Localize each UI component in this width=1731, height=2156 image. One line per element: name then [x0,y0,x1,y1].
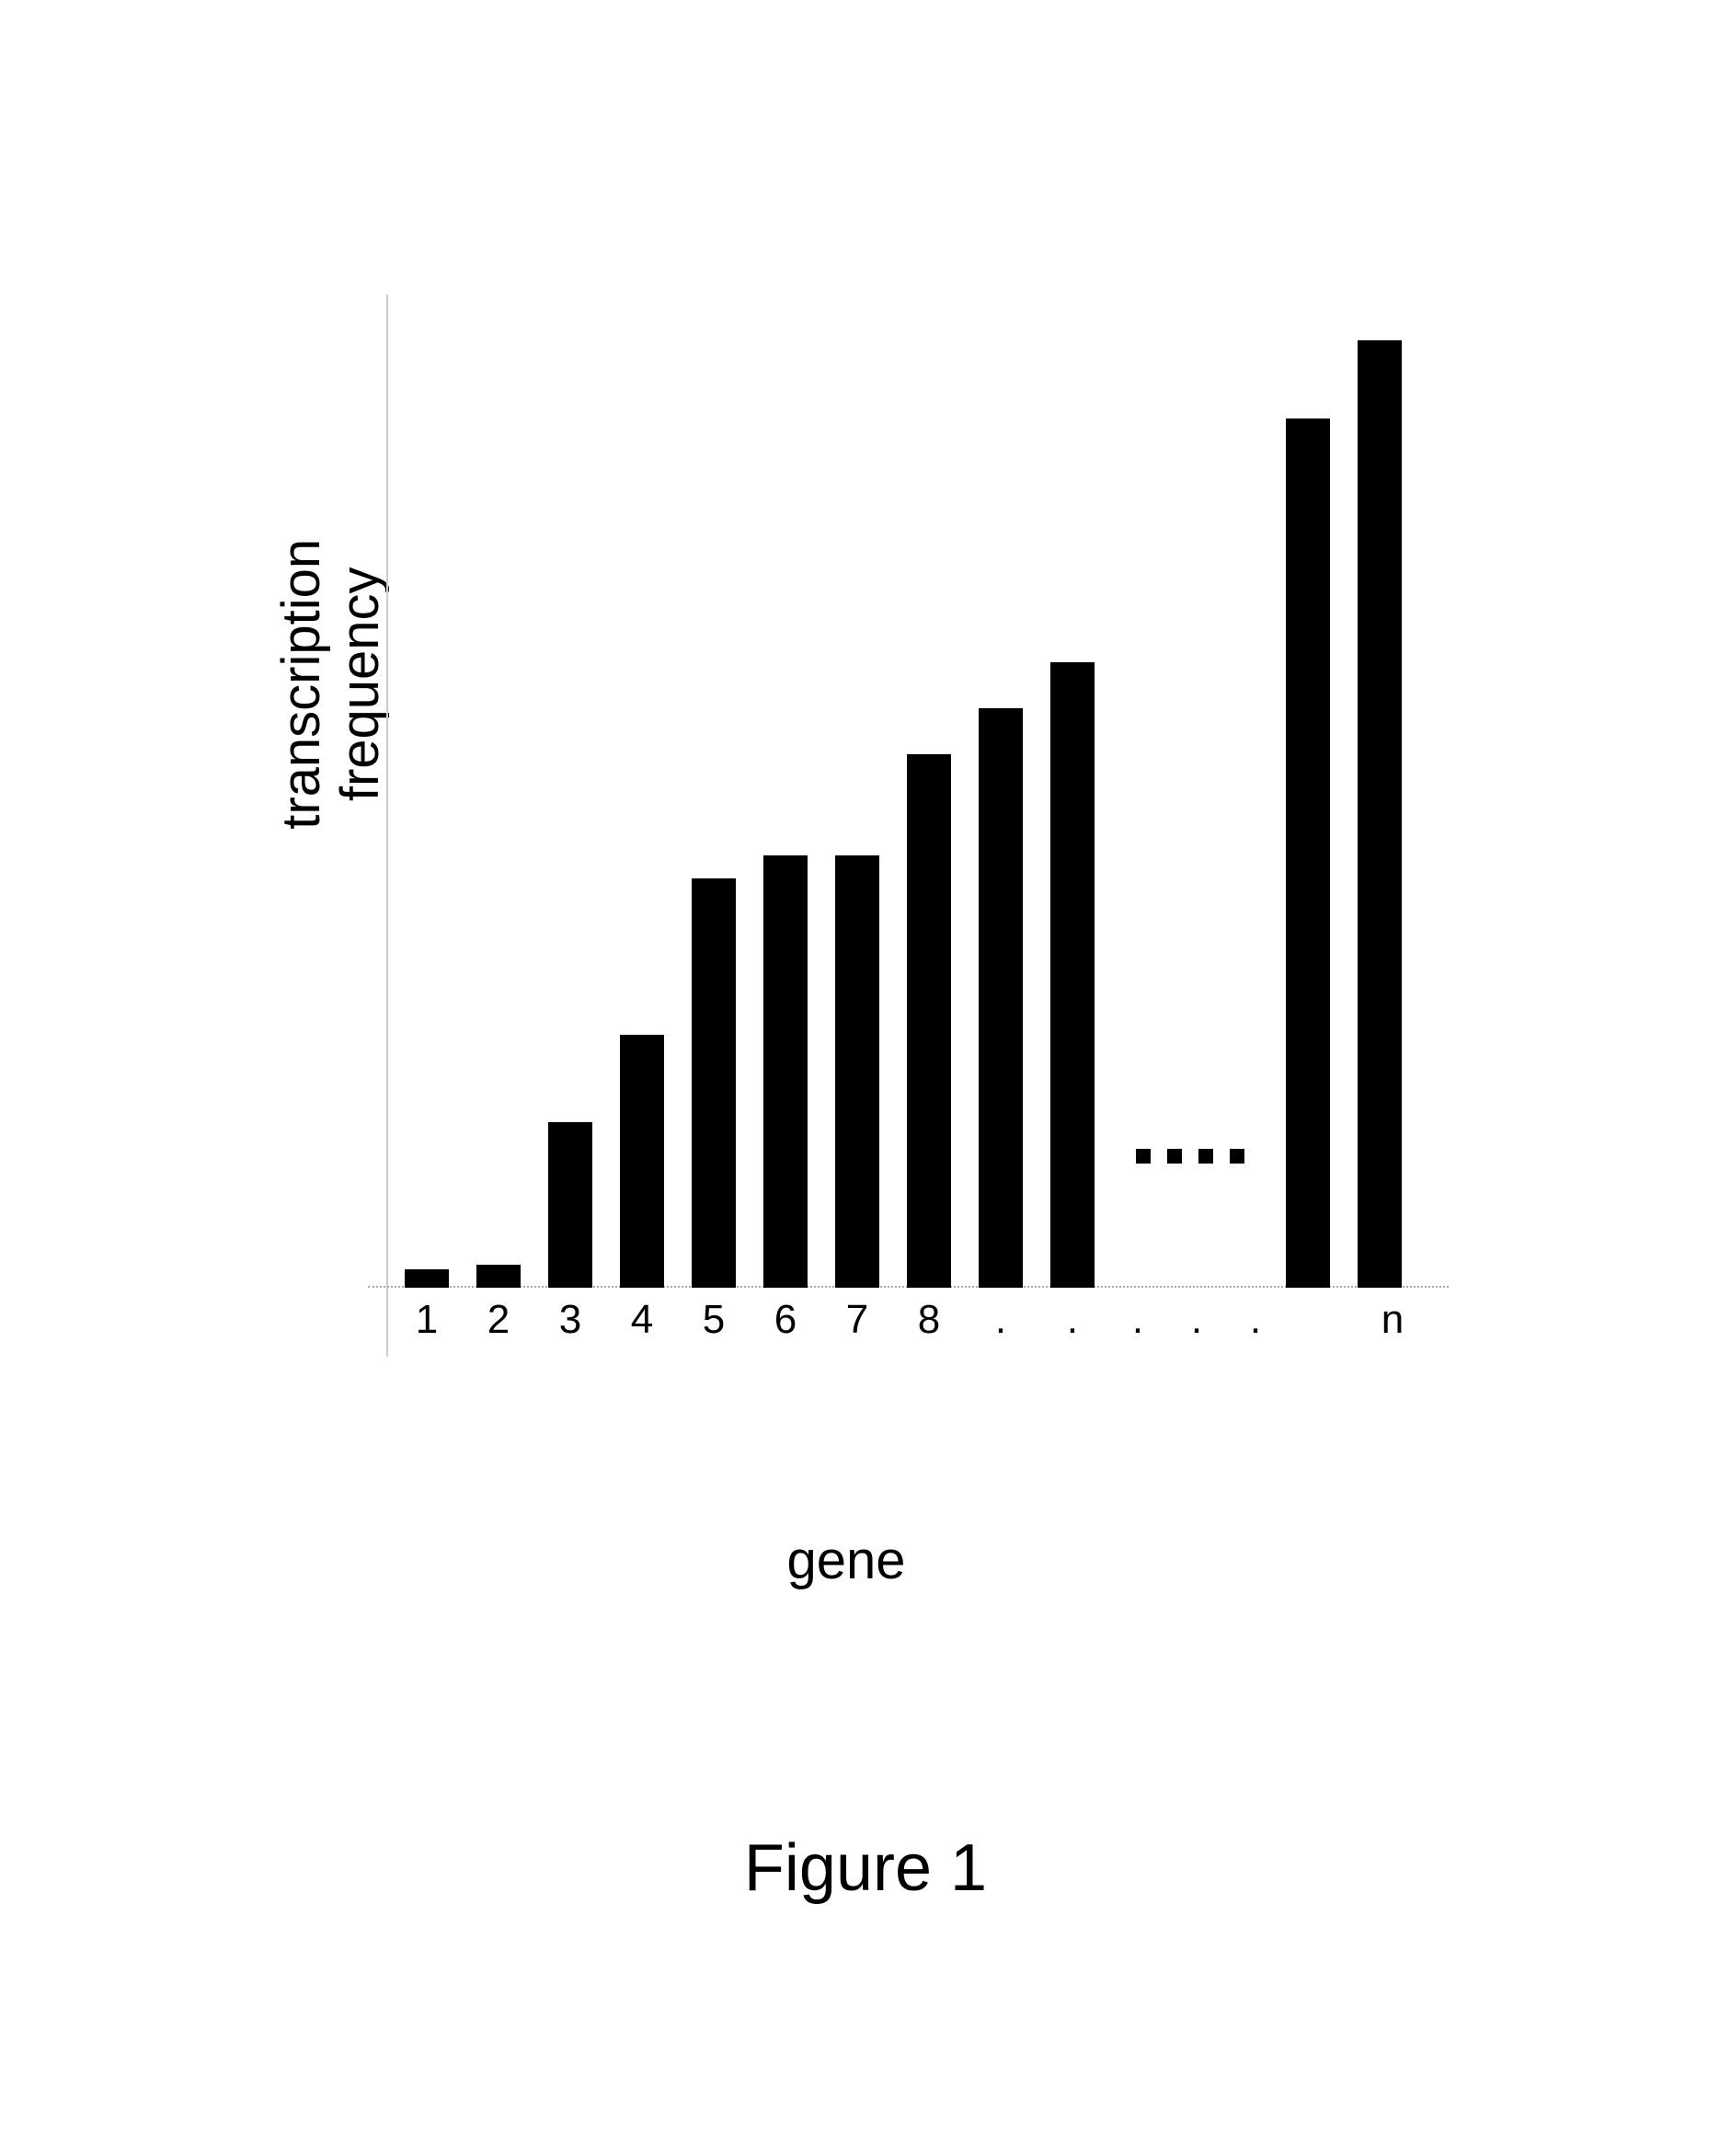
bar [692,878,736,1288]
bar [763,855,808,1288]
x-tick-label: 4 [620,1297,664,1343]
bar [979,708,1023,1288]
x-tick-label: n [1370,1297,1415,1343]
x-tick-label: . [1050,1297,1095,1343]
bar [907,754,951,1288]
bar [548,1122,592,1288]
ellipsis-dots [1122,1149,1258,1288]
x-tick-label: 1 [405,1297,449,1343]
bar [1358,340,1402,1288]
x-tick-label [1299,1297,1343,1343]
chart-container: transcription frequency 12345678.....n g… [258,322,1435,1426]
x-tick-label: . [1240,1297,1271,1343]
x-tick-label: . [1181,1297,1212,1343]
ellipsis-dot [1136,1149,1151,1164]
bars-group [386,322,1435,1288]
ellipsis-dot [1230,1149,1244,1164]
bar [405,1269,449,1288]
x-tick-label: 8 [907,1297,951,1343]
x-labels-group: 12345678..... n [405,1297,1453,1343]
ellipsis-dot [1167,1149,1182,1164]
x-tick-label: . [1122,1297,1153,1343]
x-tick-label: . [979,1297,1023,1343]
plot-area: 12345678.....n [386,322,1435,1288]
y-axis-label-line2: frequency [330,567,390,801]
bar [1050,662,1095,1288]
bar [1286,419,1330,1288]
x-tick-label: 7 [835,1297,879,1343]
x-tick-label: 3 [548,1297,592,1343]
bar [476,1265,521,1288]
x-tick-label: 2 [476,1297,521,1343]
bar [620,1035,664,1288]
y-axis-label-line1: transcription [271,539,331,830]
y-axis-label: transcription frequency [272,500,390,868]
x-tick-label: 5 [692,1297,736,1343]
x-axis-label: gene [258,1530,1435,1591]
figure-label: Figure 1 [0,1830,1731,1906]
x-tick-label: 6 [763,1297,808,1343]
ellipsis-dot [1198,1149,1213,1164]
bar [835,855,879,1288]
